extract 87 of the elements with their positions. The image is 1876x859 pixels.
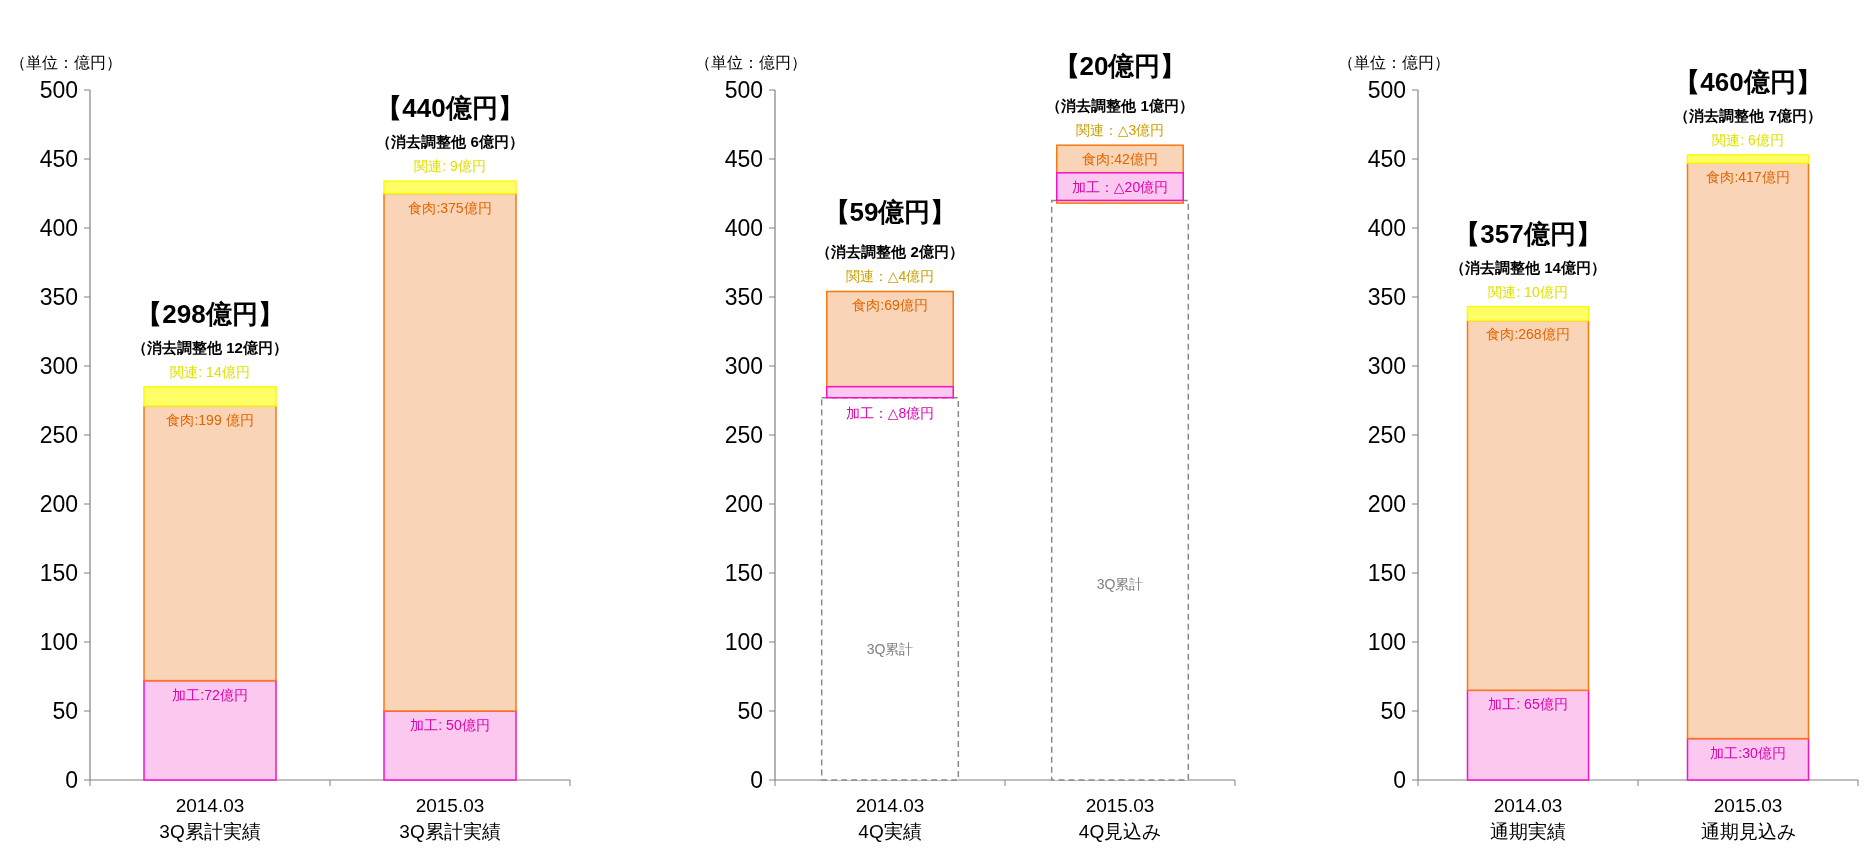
- series-label: 3Q累計: [866, 640, 914, 657]
- annotation: 【20億円】: [1053, 51, 1187, 82]
- data-label: 食肉:42億円: [1082, 151, 1158, 168]
- y-tick-label: 50: [1380, 698, 1406, 724]
- annotation: （消去調整他 2億円）: [816, 243, 964, 261]
- y-tick-label: 350: [1367, 284, 1406, 310]
- annotation: 【357億円】: [1454, 218, 1602, 249]
- bar: [383, 192, 517, 712]
- annotation: 【298億円】: [136, 298, 284, 329]
- y-tick-label: 500: [1367, 77, 1406, 103]
- data-label: 食肉:69億円: [852, 297, 928, 314]
- y-tick-label: 450: [724, 146, 763, 172]
- text: （単位：億円）: [10, 54, 122, 71]
- annotation: （消去調整他 14億円）: [1450, 258, 1606, 276]
- y-tick-label: 300: [39, 353, 78, 379]
- annotation: 関連：△3億円: [1075, 122, 1165, 139]
- y-tick-label: 200: [39, 491, 78, 517]
- text: （単位：億円）: [1338, 54, 1450, 71]
- bar: [1466, 319, 1590, 692]
- data-label: 加工: 65億円: [1488, 696, 1568, 713]
- y-tick-label: 250: [39, 422, 78, 448]
- annotation: 関連：△4億円: [845, 268, 935, 285]
- data-label: 関連: 6億円: [1712, 131, 1784, 148]
- x-tick-label: 2014.03 3Q累計実績: [159, 795, 261, 842]
- data-label: 食肉:199 億円: [166, 412, 254, 429]
- bar: [383, 710, 517, 781]
- y-tick-label: 0: [750, 767, 763, 793]
- text: （単位：億円）: [695, 54, 807, 71]
- data-label: 関連: 10億円: [1488, 283, 1568, 300]
- bar: [1466, 689, 1590, 781]
- y-tick-label: 450: [1367, 146, 1406, 172]
- y-tick-label: 350: [724, 284, 763, 310]
- bar: [143, 385, 277, 407]
- y-tick-label: 50: [52, 698, 78, 724]
- data-label: 食肉:417億円: [1706, 169, 1790, 186]
- y-tick-label: 200: [724, 491, 763, 517]
- y-tick-label: 50: [737, 698, 763, 724]
- x-tick-label: 2015.03 通期見込み: [1700, 795, 1796, 842]
- y-tick-label: 450: [39, 146, 78, 172]
- y-tick-label: 0: [65, 767, 78, 793]
- x-tick-label: 2015.03 3Q累計実績: [399, 795, 501, 842]
- y-tick-label: 250: [1367, 422, 1406, 448]
- annotation: （消去調整他 7億円）: [1674, 106, 1822, 124]
- y-tick-label: 400: [1367, 215, 1406, 241]
- y-tick-label: 500: [724, 77, 763, 103]
- annotation: 【440億円】: [376, 93, 524, 124]
- data-label: 食肉:375億円: [408, 199, 492, 216]
- annotation: （消去調整他 1億円）: [1046, 97, 1194, 115]
- bar: [383, 180, 517, 195]
- x-tick-label: 2014.03 通期実績: [1490, 795, 1566, 842]
- x-tick-label: 2014.03 4Q実績: [855, 795, 925, 842]
- y-tick-label: 250: [724, 422, 763, 448]
- y-tick-label: 150: [724, 560, 763, 586]
- y-tick-label: 500: [39, 77, 78, 103]
- bar: [143, 679, 277, 781]
- bar: [1686, 162, 1810, 740]
- data-label: 関連: 14億円: [170, 363, 250, 380]
- y-tick-label: 400: [39, 215, 78, 241]
- y-tick-label: 150: [39, 560, 78, 586]
- annotation: （消去調整他 12億円）: [132, 338, 288, 356]
- y-tick-label: 0: [1393, 767, 1406, 793]
- y-tick-label: 350: [39, 284, 78, 310]
- data-label: 加工:30億円: [1710, 744, 1786, 761]
- x-tick-label: 2015.03 4Q見込み: [1078, 795, 1162, 842]
- data-label: 加工：△20億円: [1071, 178, 1169, 195]
- bar: [826, 385, 954, 399]
- y-tick-label: 300: [1367, 353, 1406, 379]
- data-label: 関連: 9億円: [414, 158, 486, 175]
- y-tick-label: 100: [1367, 629, 1406, 655]
- annotation: 【460億円】: [1674, 66, 1822, 97]
- y-tick-label: 100: [724, 629, 763, 655]
- bar: [143, 405, 277, 682]
- y-tick-label: 300: [724, 353, 763, 379]
- y-tick-label: 200: [1367, 491, 1406, 517]
- text: 3Q累計: [1096, 575, 1144, 592]
- annotation: 【59億円】: [823, 197, 957, 228]
- data-label: 加工：△8億円: [845, 404, 935, 421]
- data-label: 加工:72億円: [172, 686, 248, 703]
- bar: [826, 290, 954, 388]
- data-label: 食肉:268億円: [1486, 326, 1570, 343]
- y-tick-label: 100: [39, 629, 78, 655]
- bar: [1686, 154, 1810, 164]
- annotation: （消去調整他 6億円）: [376, 133, 524, 151]
- data-label: 加工: 50億円: [410, 717, 490, 733]
- y-tick-label: 150: [1367, 560, 1406, 586]
- y-tick-label: 400: [724, 215, 763, 241]
- bar: [1466, 305, 1590, 322]
